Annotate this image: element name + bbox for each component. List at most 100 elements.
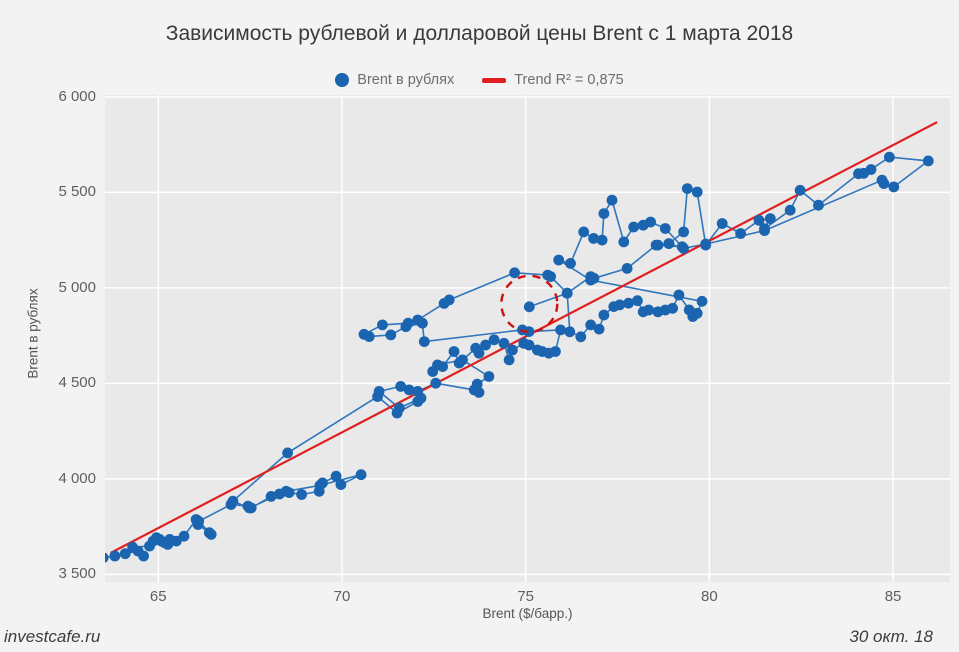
data-point — [523, 301, 535, 313]
data-point — [498, 337, 510, 349]
data-point — [227, 495, 239, 507]
data-point — [170, 535, 182, 547]
data-point — [178, 530, 190, 542]
data-point — [598, 208, 610, 219]
data-point — [564, 326, 576, 338]
data-point — [402, 317, 414, 329]
data-point — [437, 361, 448, 372]
data-point — [418, 336, 430, 347]
data-point — [565, 258, 576, 269]
data-point — [614, 299, 626, 311]
legend-series-label: Brent в рублях — [357, 72, 455, 88]
data-point — [473, 387, 485, 398]
data-point — [507, 344, 518, 356]
data-point — [503, 354, 515, 366]
data-point — [105, 552, 109, 563]
data-point — [545, 271, 556, 282]
data-point — [645, 216, 656, 228]
chart-title: Зависимость рублевой и долларовой цены B… — [165, 22, 794, 45]
data-point — [561, 287, 573, 299]
data-point — [314, 480, 326, 491]
data-point — [632, 295, 643, 307]
data-point — [884, 151, 895, 163]
data-point — [509, 267, 520, 279]
y-axis-title: Brent в рублях — [25, 288, 41, 379]
data-point — [395, 381, 407, 392]
legend-item-trend: Trend R² = 0,875 — [482, 72, 624, 88]
x-tick-label: 70 — [333, 588, 351, 605]
data-point — [784, 204, 796, 216]
data-point — [377, 319, 388, 331]
data-point — [265, 491, 277, 502]
data-point — [488, 334, 500, 346]
data-point — [483, 371, 495, 382]
data-point — [550, 346, 561, 357]
data-point — [691, 307, 703, 319]
data-point — [393, 402, 405, 414]
data-point — [373, 386, 385, 397]
data-point — [691, 186, 703, 198]
data-point — [403, 384, 415, 396]
data-point — [716, 218, 728, 229]
data-point — [628, 221, 640, 233]
scatter-chart-svg — [105, 95, 950, 582]
data-point — [471, 378, 483, 390]
data-point — [643, 304, 655, 316]
data-point — [280, 485, 292, 497]
data-point — [876, 174, 888, 186]
data-point — [813, 199, 824, 211]
data-point — [596, 234, 608, 246]
data-point — [193, 515, 205, 527]
y-tick-label: 5 000 — [58, 278, 96, 296]
data-point — [753, 214, 765, 226]
data-point — [330, 470, 342, 482]
trend-line — [110, 121, 938, 554]
data-point — [585, 319, 597, 331]
data-point — [667, 302, 678, 314]
y-tick-label: 6 000 — [58, 87, 96, 105]
data-point — [335, 479, 347, 490]
data-point — [109, 550, 121, 562]
data-point — [659, 223, 671, 234]
data-point — [138, 550, 149, 562]
data-point — [205, 529, 217, 540]
y-tick-label: 5 500 — [58, 183, 96, 201]
data-point — [650, 239, 662, 251]
data-point — [523, 339, 535, 351]
data-point — [427, 366, 439, 377]
data-point — [412, 386, 424, 397]
plot-area — [105, 95, 950, 582]
data-point — [598, 309, 610, 321]
data-point — [453, 357, 465, 369]
data-point — [282, 447, 293, 459]
data-point — [588, 233, 599, 244]
x-tick-label: 65 — [149, 588, 167, 605]
data-point — [553, 254, 565, 266]
y-tick-label: 3 500 — [58, 565, 96, 583]
data-point — [593, 323, 605, 335]
data-point — [663, 238, 675, 250]
data-point — [448, 346, 460, 357]
x-tick-label: 75 — [517, 588, 534, 605]
y-tick-label: 4 000 — [58, 469, 96, 487]
data-point — [296, 489, 307, 500]
x-tick-label: 80 — [701, 588, 718, 605]
data-point — [735, 228, 746, 239]
data-point — [385, 329, 397, 341]
data-point — [700, 238, 712, 250]
data-point — [764, 213, 776, 224]
trend-line-icon — [482, 77, 507, 83]
data-point — [473, 347, 485, 359]
data-point — [575, 331, 587, 343]
y-tick-label: 4 500 — [58, 374, 96, 392]
data-point — [759, 225, 770, 237]
data-point — [412, 314, 424, 326]
data-point — [555, 324, 566, 336]
legend: Brent в рублях Trend R² = 0,875 — [0, 72, 959, 88]
data-point — [623, 297, 634, 309]
data-point — [621, 263, 633, 274]
data-point — [358, 328, 370, 340]
data-point — [606, 194, 618, 206]
data-point — [678, 243, 689, 254]
